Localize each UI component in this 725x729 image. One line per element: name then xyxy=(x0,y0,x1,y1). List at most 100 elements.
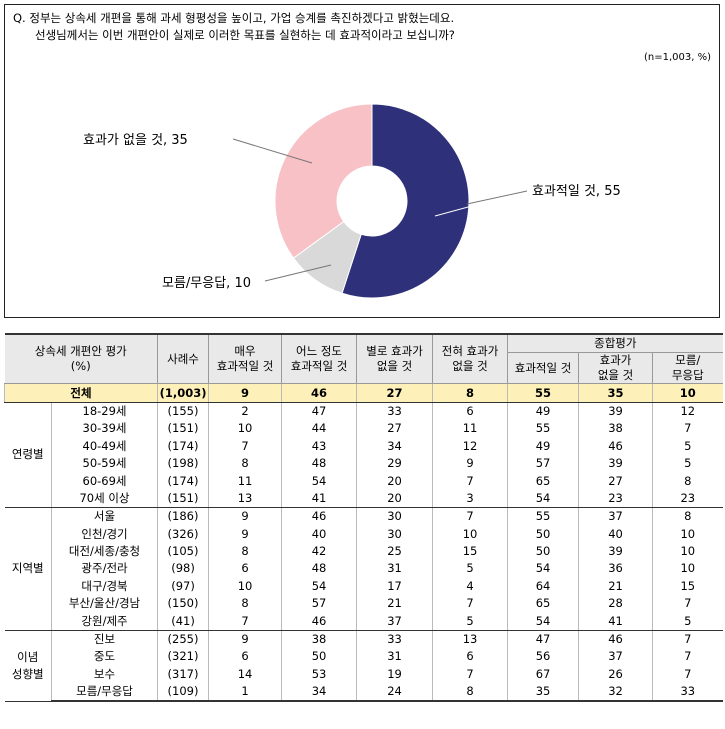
cell-value: 53 xyxy=(281,665,357,684)
row-label: 18-29세 xyxy=(50,402,158,421)
cell-value: 27 xyxy=(356,383,433,403)
group-label: 지역별 xyxy=(4,507,52,631)
cell-value: 8 xyxy=(208,542,282,561)
row-n: (155) xyxy=(157,402,209,421)
cell-value: 42 xyxy=(281,542,357,561)
cell-value: 1 xyxy=(208,683,282,703)
cell-value: 12 xyxy=(432,437,508,455)
cell-value: 31 xyxy=(356,560,433,578)
pie-slice-2 xyxy=(274,103,373,259)
group-label: 연령별 xyxy=(4,402,52,509)
row-label: 서울 xyxy=(50,507,158,526)
cell-value: 55 xyxy=(507,383,579,403)
row-label: 인천/경기 xyxy=(50,525,158,543)
table-row: 대구/경북 (97) 10 54 17 4 64 21 15 xyxy=(5,577,723,596)
cell-value: 25 xyxy=(356,542,433,561)
question-line-2: 선생님께서는 이번 개편안이 실제로 이러한 목표를 실현하는 데 효과적이라고… xyxy=(35,28,455,42)
cell-value: 56 xyxy=(507,648,579,666)
cell-value: 9 xyxy=(208,507,282,526)
cell-value: 35 xyxy=(507,683,579,703)
row-label: 진보 xyxy=(50,630,158,649)
cell-value: 26 xyxy=(578,665,653,684)
cell-value: 38 xyxy=(281,630,357,649)
cell-value: 7 xyxy=(652,630,723,649)
row-n: (255) xyxy=(157,630,209,649)
cell-value: 46 xyxy=(578,630,653,649)
table-row: 지역별 서울 (186) 9 46 30 7 55 37 8 xyxy=(4,507,723,631)
cell-value: 9 xyxy=(208,383,282,403)
pie-label-0: 효과적일 것, 55 xyxy=(532,184,621,199)
cell-value: 10 xyxy=(208,577,282,596)
cell-value: 11 xyxy=(208,472,282,490)
table-row: 70세 이상 (151) 13 41 20 3 54 23 23 xyxy=(5,489,723,509)
row-label: 70세 이상 xyxy=(50,489,158,509)
row-label: 60-69세 xyxy=(50,472,158,490)
row-n: (174) xyxy=(157,437,209,455)
cell-value: 10 xyxy=(652,542,723,561)
donut-chart: 효과적일 것, 55 모름/무응답, 10 효과가 없을 것, 35 xyxy=(83,103,621,299)
leader-line-2 xyxy=(232,138,313,164)
cell-value: 27 xyxy=(578,472,653,490)
cell-value: 33 xyxy=(356,402,433,421)
cell-value: 49 xyxy=(507,437,579,455)
cell-value: 46 xyxy=(281,612,357,631)
header-c3: 별로 효과가 없을 것 xyxy=(356,333,433,385)
cell-value: 7 xyxy=(432,507,508,526)
row-label: 40-49세 xyxy=(50,437,158,455)
cell-value: 47 xyxy=(281,402,357,421)
cell-value: 17 xyxy=(356,577,433,596)
cell-value: 48 xyxy=(281,560,357,578)
row-n: (186) xyxy=(157,507,209,526)
cell-value: 7 xyxy=(432,472,508,490)
table-row: 40-49세 (174) 7 43 34 12 49 46 5 xyxy=(5,437,723,455)
cell-value: 9 xyxy=(432,454,508,473)
cell-value: 64 xyxy=(507,577,579,596)
table-row: 30-39세 (151) 10 44 27 11 55 38 7 xyxy=(5,420,723,438)
table-row: 중도 (321) 6 50 31 6 56 37 7 xyxy=(5,648,723,666)
header-s2: 효과가 없을 것 xyxy=(578,352,653,385)
cell-value: 15 xyxy=(432,542,508,561)
table-row: 이념 성향별 진보 (255) 9 38 33 13 47 46 7 xyxy=(4,630,723,702)
cell-value: 46 xyxy=(281,507,357,526)
cell-value: 30 xyxy=(356,507,433,526)
cell-value: 7 xyxy=(652,665,723,684)
cell-value: 54 xyxy=(281,577,357,596)
cell-value: 10 xyxy=(652,560,723,578)
row-n: (151) xyxy=(157,489,209,509)
cell-value: 7 xyxy=(432,665,508,684)
row-n: (321) xyxy=(157,648,209,666)
cell-value: 54 xyxy=(281,472,357,490)
cell-value: 37 xyxy=(356,612,433,631)
pie-label-1: 모름/무응답, 10 xyxy=(162,276,251,291)
cell-value: 9 xyxy=(208,630,282,649)
row-label: 중도 xyxy=(50,648,158,666)
cell-value: 55 xyxy=(507,420,579,438)
header-c1: 매우 효과적일 것 xyxy=(208,333,282,385)
cell-value: 20 xyxy=(356,489,433,509)
header-summary: 종합평가 xyxy=(507,333,723,354)
cell-value: 28 xyxy=(578,595,653,613)
cell-value: 19 xyxy=(356,665,433,684)
table-row: 연령별 18-29세 (155) 2 47 33 6 49 39 12 xyxy=(4,402,723,509)
header-s3: 모름/무응답 xyxy=(652,352,723,385)
row-n: (109) xyxy=(157,683,209,703)
cell-value: 7 xyxy=(208,612,282,631)
cell-value: 41 xyxy=(281,489,357,509)
crosstab-table-wrapper: 상속세 개편안 평가 (%) 사례수 매우 효과적일 것 어느 정도 효과적일 것 별로 효과… xyxy=(3,333,723,703)
cell-value: 50 xyxy=(281,648,357,666)
cell-value: 46 xyxy=(281,383,357,403)
cell-value: 8 xyxy=(208,454,282,473)
cell-value: 41 xyxy=(578,612,653,631)
cell-value: 67 xyxy=(507,665,579,684)
pie-slice-0 xyxy=(341,103,470,299)
cell-value: 21 xyxy=(578,577,653,596)
question-line-1: Q. 정부는 상속세 개편을 통해 과세 형평성을 높이고, 가업 승계를 촉진… xyxy=(13,11,455,25)
row-n: (151) xyxy=(157,420,209,438)
table-row: 모름/무응답 (109) 1 34 24 8 35 32 33 xyxy=(5,683,723,703)
cell-value: 3 xyxy=(432,489,508,509)
row-label: 30-39세 xyxy=(50,420,158,438)
cell-value: 8 xyxy=(432,683,508,703)
table-row: 대전/세종/충청 (105) 8 42 25 15 50 39 10 xyxy=(5,542,723,561)
cell-value: 38 xyxy=(578,420,653,438)
cell-value: 8 xyxy=(652,472,723,490)
